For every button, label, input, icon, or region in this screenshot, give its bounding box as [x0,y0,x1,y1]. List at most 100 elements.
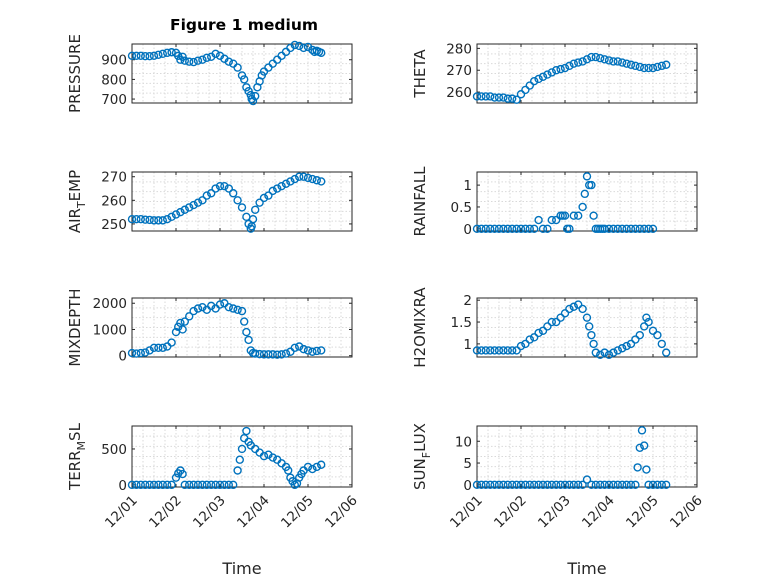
data-point [618,224,627,234]
data-point [604,480,614,490]
data-point [637,426,647,435]
data-point [184,480,194,490]
data-point [635,443,644,452]
data-point [215,181,225,191]
data-point [604,350,614,360]
subplot-3: 250 260 270 AIRTEMP [66,170,353,233]
data-point [589,339,598,349]
data-point [189,200,198,210]
data-point [202,53,212,62]
data-point [642,465,651,474]
data-point [525,224,534,234]
y-tick-label: 1 [463,337,472,353]
data-point [648,326,658,335]
data-point [486,92,495,101]
data-point [587,180,596,190]
data-point [228,189,238,198]
y-tick-label: 900 [101,53,127,69]
data-point [604,56,614,65]
data-point [264,350,273,359]
data-point [591,52,600,62]
data-point [127,214,137,224]
data-point [477,346,486,355]
data-point [233,196,242,205]
data-point [154,480,163,490]
data-point [516,224,526,234]
data-point [574,480,583,490]
data-point [286,177,295,186]
data-point [662,480,671,490]
data-point [202,191,212,200]
data-point [547,480,556,490]
y-tick-label: 1.5 [451,315,472,331]
data-point [591,348,600,357]
data-point [596,54,605,63]
data-point [609,480,618,490]
y-tick-label: 10 [455,434,472,450]
data-point [657,61,666,71]
chart-title: Figure 1 medium [170,16,318,34]
data-point [308,464,317,474]
y-tick-label: 5 [463,456,472,472]
x-tick-label: 12/04 [579,493,618,532]
data-point [622,480,631,490]
data-point [631,480,640,490]
y-tick-label: 260 [101,193,127,209]
data-point [587,330,596,340]
data-point [220,480,229,490]
data-point [600,480,609,490]
data-point [162,214,172,224]
data-point [255,198,264,207]
data-point [136,51,146,60]
data-point [303,462,313,472]
data-point [239,317,249,326]
data-point [662,348,671,357]
data-point [281,179,291,189]
data-point [250,91,260,101]
data-point [631,224,640,234]
data-point [193,56,203,65]
data-point [512,480,521,490]
data-point [178,325,187,334]
data-point [508,94,517,103]
data-point [653,62,662,72]
x-axis-label: Time [221,559,261,578]
y-axis-label: THETA [411,49,429,99]
data-point [521,480,530,490]
data-point [530,224,539,234]
data-point [631,335,640,344]
data-point [596,480,605,490]
axes-frame [131,297,353,358]
data-point [244,335,253,345]
data-point [587,52,596,62]
data-point [184,312,194,321]
data-point [508,346,517,355]
data-point [499,480,508,490]
data-point [618,480,627,490]
data-point [613,346,622,355]
data-point [569,211,578,220]
data-point [640,224,649,234]
subplot-5: 0 1000 2000 MIXDEPTH [66,288,353,367]
data-point [644,480,653,490]
axes-frame [476,171,698,232]
y-tick-label: 280 [446,41,472,57]
data-point [648,224,658,234]
data-point [578,202,587,212]
data-point [481,480,490,490]
data-point [569,480,578,490]
data-point [600,55,609,64]
axes-frame [476,425,698,488]
data-point [560,211,570,220]
data-point [644,317,653,327]
data-point [149,343,159,353]
data-point [653,480,662,490]
data-point [534,328,543,338]
data-point [494,224,504,234]
data-point [585,322,594,331]
data-point [136,348,146,358]
data-point [494,346,504,355]
data-point [136,480,146,490]
data-point [215,480,225,490]
y-tick-label: 0.5 [451,200,472,216]
